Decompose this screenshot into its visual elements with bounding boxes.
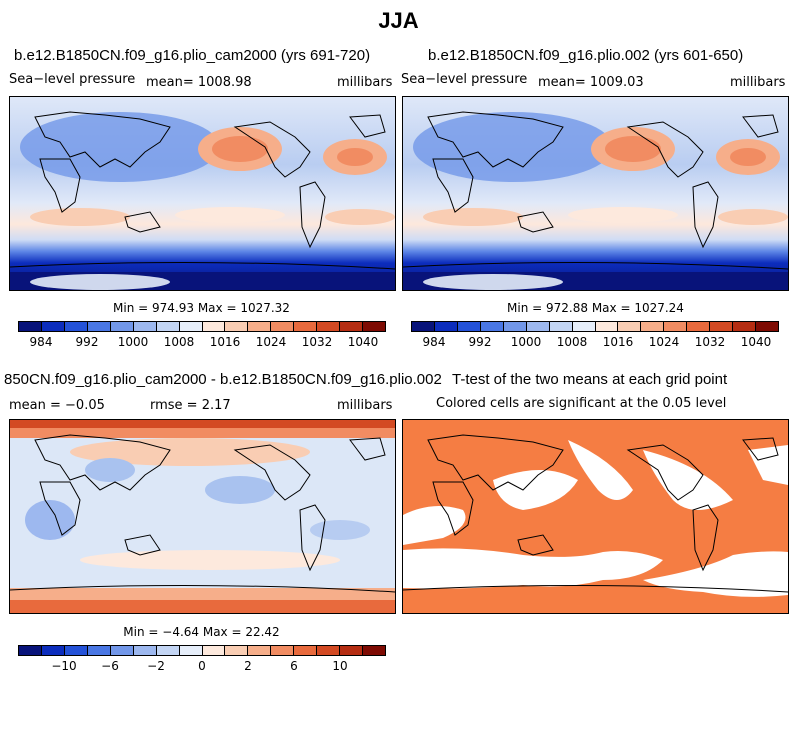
colorbar-cell (340, 646, 364, 655)
panel3-mean-label: mean = −0.05 (9, 398, 105, 413)
colorbar-cell (179, 322, 203, 331)
colorbar-tick-label: 984 (29, 335, 53, 349)
panel1-minmax: Min = 974.93 Max = 1027.32 (113, 301, 290, 315)
colorbar-cell (618, 322, 642, 331)
colorbar-tick-label: 1032 (694, 335, 726, 349)
colorbar-cell (641, 322, 665, 331)
colorbar-tick-label: 1016 (209, 335, 241, 349)
colorbar-cell (19, 322, 42, 331)
panel1-title: b.e12.B1850CN.f09_g16.plio_cam2000 (yrs … (14, 47, 371, 64)
colorbar-tick-label: 1008 (556, 335, 588, 349)
colorbar-cell (480, 322, 504, 331)
colorbar-cell (572, 322, 596, 331)
colorbar-cell (317, 322, 341, 331)
panel4-subtitle: Colored cells are significant at the 0.0… (436, 396, 727, 411)
colorbar-cell (526, 322, 550, 331)
colorbar-cell (248, 322, 272, 331)
panel1-units: millibars (337, 75, 393, 90)
colorbar-cell (595, 322, 619, 331)
colorbar-tick-label: 1032 (301, 335, 333, 349)
panel3-colorbar (18, 645, 386, 656)
colorbar-cell (110, 646, 134, 655)
colorbar-tick-label: 1000 (117, 335, 149, 349)
colorbar-tick-label: 1024 (648, 335, 680, 349)
colorbar-cell (225, 646, 249, 655)
panel1-mean-label: mean= 1008.98 (146, 75, 252, 90)
colorbar-cell (363, 322, 385, 331)
colorbar-cell (549, 322, 573, 331)
colorbar-cell (87, 322, 111, 331)
colorbar-cell (64, 322, 88, 331)
panel2-minmax: Min = 972.88 Max = 1027.24 (507, 301, 684, 315)
colorbar-cell (664, 322, 688, 331)
panel2-colorbar (411, 321, 779, 332)
panel2-units: millibars (730, 75, 786, 90)
colorbar-tick-label: 1016 (602, 335, 634, 349)
colorbar-cell (133, 322, 157, 331)
colorbar-cell (19, 646, 42, 655)
figure-title: JJA (378, 8, 419, 33)
colorbar-cell (271, 646, 295, 655)
colorbar-cell (156, 322, 180, 331)
colorbar-tick-label: 992 (75, 335, 99, 349)
colorbar-cell (687, 322, 711, 331)
colorbar-cell (87, 646, 111, 655)
colorbar-cell (733, 322, 757, 331)
panel1-map (9, 96, 396, 291)
panel3-rmse-label: rmse = 2.17 (150, 398, 231, 413)
colorbar-cell (503, 322, 527, 331)
colorbar-tick-label: −10 (51, 659, 77, 673)
panel1-variable-label: Sea−level pressure (9, 72, 136, 87)
panel3-title: 850CN.f09_g16.plio_cam2000 - b.e12.B1850… (4, 371, 442, 388)
colorbar-cell (156, 646, 180, 655)
colorbar-tick-label: 1000 (510, 335, 542, 349)
colorbar-tick-label: 10 (332, 659, 348, 673)
panel3-minmax: Min = −4.64 Max = 22.42 (123, 625, 280, 639)
colorbar-cell (202, 322, 226, 331)
panel4-title: T-test of the two means at each grid poi… (452, 371, 728, 388)
colorbar-cell (363, 646, 385, 655)
colorbar-cell (294, 322, 318, 331)
colorbar-cell (434, 322, 458, 331)
colorbar-tick-label: 0 (198, 659, 206, 673)
colorbar-cell (225, 322, 249, 331)
panel4-map (402, 419, 789, 614)
colorbar-cell (756, 322, 778, 331)
colorbar-cell (340, 322, 364, 331)
colorbar-cell (412, 322, 435, 331)
panel2-mean-label: mean= 1009.03 (538, 75, 644, 90)
colorbar-tick-label: 992 (468, 335, 492, 349)
panel3-map (9, 419, 396, 614)
colorbar-cell (110, 322, 134, 331)
colorbar-cell (317, 646, 341, 655)
colorbar-tick-label: 2 (244, 659, 252, 673)
panel1-colorbar (18, 321, 386, 332)
colorbar-tick-label: −2 (147, 659, 165, 673)
colorbar-tick-label: 1040 (347, 335, 379, 349)
colorbar-cell (710, 322, 734, 331)
colorbar-cell (457, 322, 481, 331)
colorbar-tick-label: 1008 (163, 335, 195, 349)
colorbar-cell (179, 646, 203, 655)
colorbar-cell (271, 322, 295, 331)
colorbar-tick-label: 1040 (740, 335, 772, 349)
colorbar-cell (294, 646, 318, 655)
colorbar-cell (248, 646, 272, 655)
panel3-units: millibars (337, 398, 393, 413)
panel2-title: b.e12.B1850CN.f09_g16.plio.002 (yrs 601-… (428, 47, 744, 64)
colorbar-cell (202, 646, 226, 655)
colorbar-cell (64, 646, 88, 655)
panel2-variable-label: Sea−level pressure (401, 72, 528, 87)
colorbar-cell (41, 646, 65, 655)
colorbar-cell (133, 646, 157, 655)
colorbar-tick-label: 1024 (255, 335, 287, 349)
colorbar-tick-label: −6 (101, 659, 119, 673)
colorbar-cell (41, 322, 65, 331)
colorbar-tick-label: 6 (290, 659, 298, 673)
colorbar-tick-label: 984 (422, 335, 446, 349)
panel2-map (402, 96, 789, 291)
